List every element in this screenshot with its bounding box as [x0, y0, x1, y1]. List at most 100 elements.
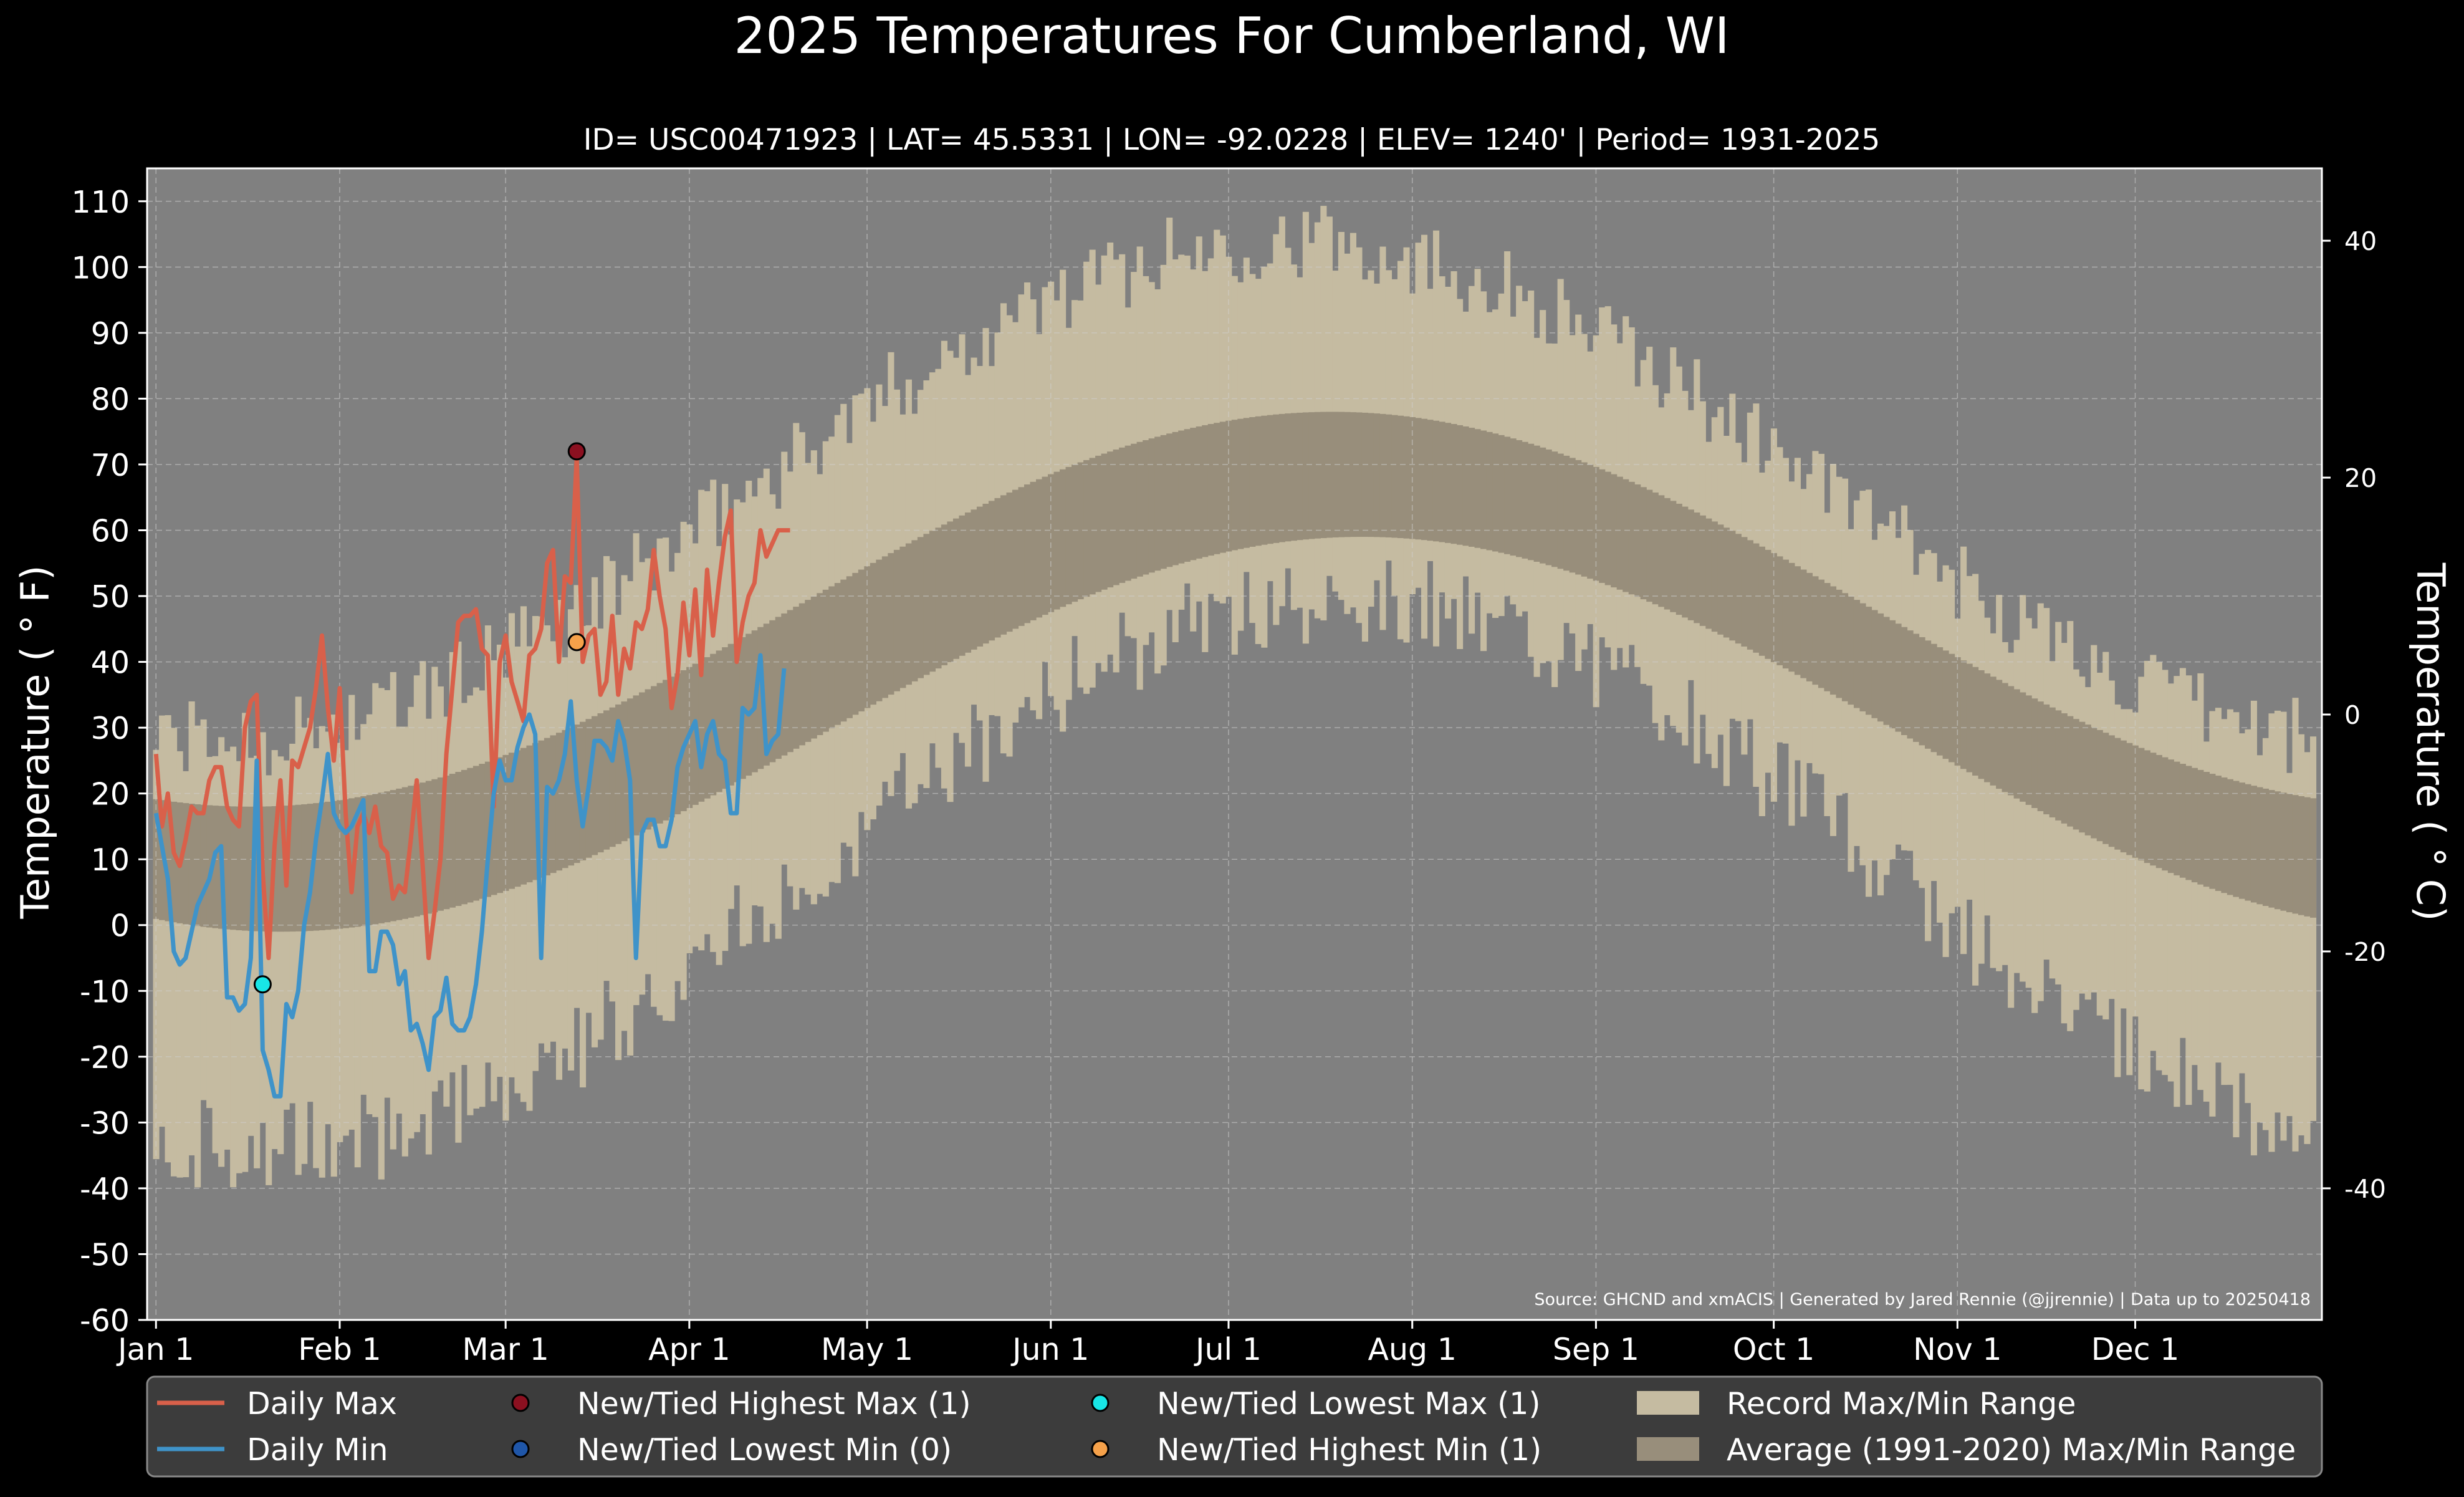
- normal-range-bar: [2144, 750, 2150, 864]
- normal-range-bar: [1717, 524, 1724, 635]
- normal-range-bar: [911, 540, 918, 681]
- normal-range-bar: [1634, 484, 1641, 597]
- record-range-bar: [1214, 229, 1220, 602]
- y2-tick-label: 40: [2344, 226, 2377, 256]
- normal-range-bar: [1640, 487, 1647, 600]
- normal-range-bar: [1427, 420, 1434, 541]
- normal-range-bar: [390, 790, 396, 922]
- normal-range-bar: [1320, 412, 1327, 539]
- normal-range-bar: [881, 556, 888, 698]
- record-range-bar: [2162, 670, 2169, 1076]
- normal-range-bar: [1373, 413, 1381, 537]
- normal-range-bar: [2096, 729, 2103, 842]
- normal-range-bar: [1225, 420, 1232, 552]
- normal-range-bar: [1652, 492, 1659, 605]
- record-range-bar: [1184, 255, 1191, 584]
- normal-range-bar: [2091, 727, 2097, 839]
- normal-range-bar: [2209, 774, 2216, 889]
- record-range-bar: [2114, 704, 2121, 1077]
- normal-range-bar: [1794, 566, 1801, 675]
- normal-range-bar: [615, 704, 622, 844]
- normal-range-bar: [1249, 417, 1256, 547]
- normal-range-bar: [2138, 748, 2145, 860]
- normal-range-bar: [1569, 458, 1576, 573]
- normal-range-bar: [1457, 425, 1464, 545]
- normal-range-bar: [319, 802, 325, 931]
- normal-range-bar: [1699, 515, 1706, 626]
- record-range-bar: [319, 726, 325, 1178]
- normal-range-bar: [1255, 416, 1262, 546]
- normal-range-bar: [449, 774, 456, 908]
- normal-range-bar: [1421, 418, 1428, 541]
- normal-range-bar: [888, 553, 894, 695]
- normal-range-bar: [1623, 479, 1629, 592]
- normal-range-bar: [2221, 777, 2228, 893]
- record-range-bar: [2185, 675, 2192, 1105]
- normal-range-bar: [2049, 707, 2056, 818]
- record-range-bar: [254, 756, 261, 1168]
- record-range-bar: [1942, 565, 1949, 957]
- record-range-bar: [2144, 660, 2150, 1092]
- normal-range-bar: [1942, 650, 1949, 759]
- record-marker: [567, 442, 586, 461]
- normal-range-bar: [1006, 492, 1013, 632]
- legend-label: New/Tied Lowest Min (0): [577, 1432, 952, 1468]
- normal-range-bar: [828, 586, 835, 729]
- normal-range-bar: [159, 800, 166, 920]
- normal-range-bar: [2102, 733, 2109, 844]
- y-tick-label: 50: [91, 579, 130, 615]
- normal-range-bar: [2037, 701, 2044, 812]
- normal-range-bar: [870, 562, 876, 705]
- normal-range-bar: [1024, 484, 1031, 623]
- normal-range-bar: [1160, 435, 1167, 569]
- normal-range-bar: [1711, 521, 1718, 632]
- x-tick-label: Nov 1: [1913, 1332, 2001, 1367]
- normal-range-bar: [2309, 798, 2317, 918]
- normal-range-bar: [1919, 637, 1925, 746]
- normal-range-bar: [2280, 792, 2287, 911]
- normal-range-bar: [1030, 481, 1037, 620]
- normal-range-bar: [1871, 610, 1878, 718]
- normal-range-bar: [1806, 572, 1813, 681]
- normal-range-bar: [840, 579, 847, 722]
- normal-range-bar: [508, 753, 515, 889]
- normal-range-bar: [639, 692, 646, 833]
- normal-range-bar: [2191, 768, 2198, 883]
- legend-box: [146, 1375, 2323, 1478]
- normal-range-bar: [188, 804, 195, 925]
- normal-range-bar: [1551, 451, 1558, 567]
- normal-range-bar: [704, 657, 711, 799]
- normal-range-bar: [2304, 797, 2311, 917]
- normal-range-bar: [769, 620, 776, 763]
- normal-range-bar: [982, 503, 989, 644]
- normal-range-bar: [579, 721, 587, 860]
- normal-range-bar: [1060, 469, 1067, 607]
- normal-range-bar: [562, 729, 568, 869]
- normal-range-bar: [1687, 509, 1694, 620]
- record-range-bar: [443, 716, 450, 1107]
- record-range-bar: [1196, 236, 1202, 602]
- normal-range-bar: [805, 600, 812, 742]
- x-tick-label: Sep 1: [1553, 1332, 1639, 1367]
- normal-range-bar: [2001, 683, 2008, 792]
- normal-range-bar: [964, 512, 972, 653]
- normal-range-bar: [971, 509, 977, 650]
- record-range-bar: [1326, 216, 1333, 576]
- normal-range-bar: [1498, 435, 1505, 553]
- normal-range-bar: [822, 589, 829, 732]
- normal-range-bar: [1682, 506, 1689, 618]
- normal-range-bar: [2256, 787, 2263, 905]
- record-range-bar: [2274, 710, 2281, 1113]
- normal-range-bar: [266, 806, 272, 932]
- normal-range-bar: [941, 524, 948, 665]
- normal-range-bar: [1190, 428, 1197, 561]
- legend-dot-swatch: [1091, 1394, 1110, 1412]
- normal-range-bar: [727, 643, 734, 786]
- normal-range-bar: [1735, 534, 1742, 644]
- record-range-bar: [2061, 643, 2068, 1024]
- normal-range-bar: [1949, 653, 1955, 763]
- normal-range-bar: [171, 801, 178, 923]
- normal-range-bar: [1107, 451, 1114, 588]
- normal-range-bar: [2245, 784, 2251, 901]
- normal-range-bar: [2227, 779, 2233, 895]
